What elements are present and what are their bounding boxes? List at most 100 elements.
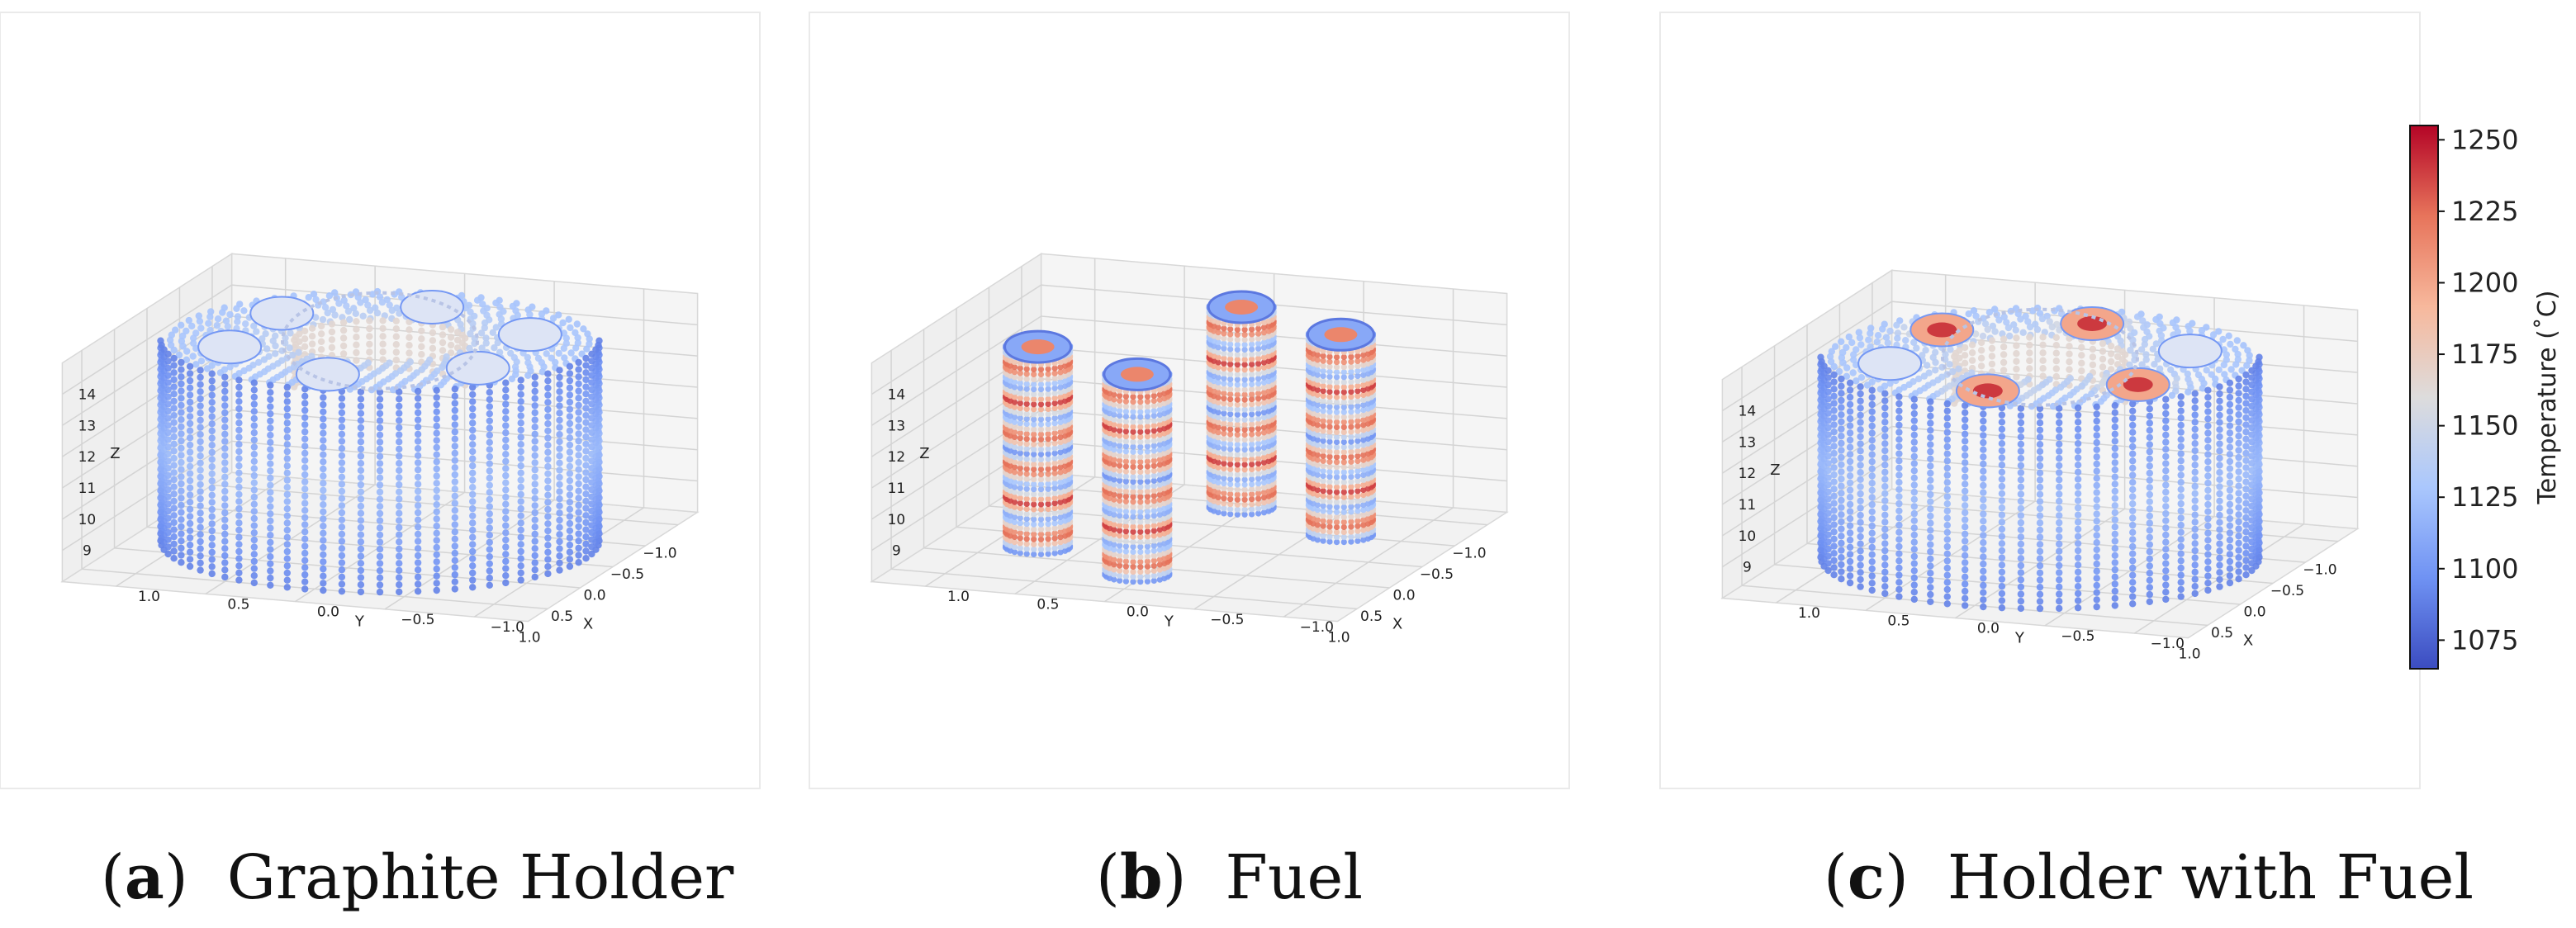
- panel-b-data-point: [1249, 456, 1255, 462]
- panel-b-data-point: [1241, 396, 1248, 403]
- panel-b-data-point: [1260, 414, 1268, 421]
- panel-a-data-point: [414, 466, 422, 474]
- panel-b-data-point: [1221, 495, 1227, 502]
- panel-a-data-point: [492, 324, 500, 331]
- panel-a-data-point: [233, 305, 240, 312]
- panel-b-data-point: [1221, 510, 1227, 517]
- panel-a-data-point: [486, 532, 493, 539]
- panel-b-data-point: [1260, 454, 1268, 461]
- panel-a-data-point: [502, 479, 510, 486]
- panel-b-data-point: [1227, 326, 1234, 333]
- panel-a-data-point: [531, 430, 538, 438]
- panel-b-data-point: [1260, 324, 1268, 331]
- panel-a-data-point: [396, 481, 403, 489]
- panel-a-data-point: [497, 315, 505, 323]
- panel-a-data-point: [502, 500, 510, 508]
- panel-b-data-point: [1310, 435, 1316, 442]
- panel-a-data-point: [283, 490, 291, 499]
- panel-a-data-point: [206, 326, 214, 334]
- panel-b-data-point: [1265, 318, 1272, 324]
- panel-a-data-point: [482, 339, 490, 347]
- panel-a-data-point: [566, 434, 574, 442]
- panel-a-data-point: [335, 300, 343, 307]
- panel-a-data-point: [486, 417, 493, 424]
- panel-a-data-point: [221, 566, 229, 574]
- panel-a-data-point: [338, 481, 346, 488]
- panel-b-data-point: [1265, 478, 1272, 485]
- panel-a-data-point: [451, 435, 458, 443]
- panel-a-data-point: [531, 545, 538, 552]
- panel-b-data-point: [1260, 379, 1268, 386]
- panel-c-data-point: [2078, 359, 2085, 367]
- panel-a-data-point: [379, 356, 387, 363]
- panel-a-data-point: [396, 517, 403, 524]
- panel-a-data-point: [517, 576, 524, 584]
- panel-a-data-point: [357, 452, 365, 460]
- panel-b-data-point: [1249, 421, 1255, 428]
- panel-b-gridline: [871, 284, 1507, 395]
- panel-a-data-point: [556, 373, 563, 381]
- panel-a-data-point: [469, 576, 477, 584]
- panel-b-data-point: [1364, 485, 1371, 492]
- panel-b-data-point: [1249, 326, 1255, 333]
- panel-a-data-point: [376, 460, 384, 467]
- panel-a-data-point: [164, 457, 172, 465]
- panel-a-data-point: [267, 395, 274, 404]
- panel-b-data-point: [1215, 454, 1222, 461]
- panel-a-data-point: [451, 386, 458, 393]
- panel-a-data-point: [486, 467, 493, 475]
- panel-b-data-point: [1265, 433, 1272, 440]
- panel-a-data-point: [379, 333, 387, 340]
- panel-a-data-point: [373, 309, 382, 317]
- panel-a-data-point: [203, 365, 211, 372]
- panel-a-data-point: [396, 438, 403, 446]
- panel-b-data-point: [1249, 401, 1255, 408]
- panel-a-data-point: [451, 564, 458, 571]
- panel-a-data-point: [301, 535, 309, 542]
- panel-a-data-point: [376, 410, 384, 418]
- panel-a-data-point: [283, 426, 291, 434]
- panel-a-data-point: [469, 419, 477, 427]
- panel-a-data-point: [575, 552, 582, 559]
- panel-b-data-point: [1310, 500, 1316, 507]
- panel-b-data-point: [1314, 411, 1321, 419]
- panel-a-data-point: [517, 547, 524, 556]
- panel-a-data-point: [469, 462, 477, 470]
- panel-b-data-point: [1265, 403, 1272, 410]
- panel-a-data-point: [451, 400, 458, 407]
- panel-a-data-point: [486, 553, 493, 561]
- panel-a-data-point: [376, 574, 384, 581]
- panel-a-data-point: [502, 529, 510, 537]
- panel-a-data-point: [267, 489, 274, 496]
- panel-a-data-point: [357, 517, 365, 524]
- panel-a-data-point: [175, 351, 183, 359]
- panel-b-x-tick-label: 1.0: [1328, 629, 1350, 646]
- panel-a-data-point: [301, 400, 309, 407]
- panel-b-data-point: [1249, 496, 1255, 503]
- panel-b-z-tick-label: 10: [888, 512, 906, 528]
- panel-a-data-point: [164, 471, 172, 480]
- panel-b-data-point: [1234, 441, 1241, 448]
- panel-a-data-point: [320, 429, 327, 437]
- panel-a-data-point: [164, 407, 172, 415]
- panel-a-data-point: [582, 426, 590, 433]
- panel-a-data-point: [588, 414, 595, 422]
- panel-a-data-point: [469, 526, 477, 534]
- panel-c-data-point: [2026, 365, 2033, 372]
- panel-a-data-point: [357, 474, 365, 481]
- panel-a-data-point: [414, 487, 422, 495]
- panel-a-data-point: [283, 584, 291, 591]
- panel-a-data-point: [469, 447, 477, 456]
- panel-a-data-point: [178, 473, 185, 481]
- panel-b-data-point: [1265, 468, 1272, 475]
- panel-a-data-point: [170, 469, 178, 476]
- panel-a-data-point: [283, 455, 291, 462]
- panel-a-data-point: [364, 301, 372, 309]
- panel-a-data-point: [197, 481, 204, 488]
- panel-a-data-point: [575, 516, 582, 523]
- panel-b-data-point: [1255, 335, 1262, 342]
- panel-a-data-point: [414, 416, 422, 424]
- panel-a-data-point: [592, 346, 600, 353]
- panel-a-data-point: [164, 386, 172, 394]
- panel-a-data-point: [250, 443, 258, 451]
